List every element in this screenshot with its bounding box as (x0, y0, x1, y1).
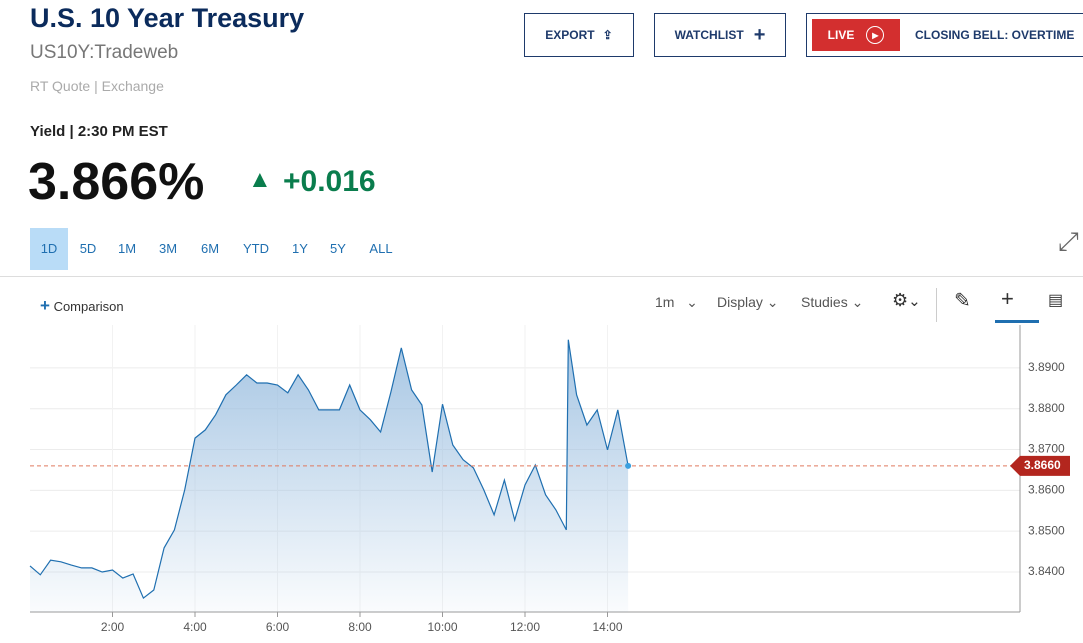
range-option[interactable]: 1D (30, 228, 68, 270)
display[interactable]: Display ⌄ (717, 294, 779, 310)
label: Display (717, 294, 763, 310)
live-badge: LIVE ▶ (812, 19, 900, 51)
change: +0.016 (283, 165, 376, 198)
icon: ▶ (866, 26, 885, 44)
range-option[interactable]: 5Y (330, 241, 346, 256)
range-option[interactable]: 1M (117, 241, 137, 256)
separator (936, 288, 937, 322)
quote-label: Yield | 2:30 PM EST (30, 123, 168, 140)
label: Studies (801, 294, 848, 310)
y-tick-label: 3.8900 (1028, 360, 1065, 374)
annotate-tool[interactable]: ▤ (1048, 292, 1064, 309)
current-badge (1010, 455, 1070, 476)
title: U.S. 10 Year Treasury (30, 3, 305, 33)
divider (0, 276, 1083, 277)
x-tick-label: 10:00 (427, 620, 457, 634)
settings[interactable]: ⚙⌄ (892, 290, 921, 310)
studies[interactable]: Studies ⌄ (801, 294, 864, 310)
label: 1m (655, 294, 675, 310)
comparison[interactable]: + Comparison (40, 296, 124, 315)
y-tick-label: 3.8700 (1028, 442, 1065, 456)
x-tick-label: 8:00 (348, 620, 372, 634)
y-tick-label: 3.8600 (1028, 483, 1065, 497)
label: WATCHLIST (674, 28, 744, 42)
icon: + (753, 23, 766, 46)
range-option[interactable]: 6M (200, 241, 220, 256)
current-label: 3.8660 (1024, 458, 1061, 472)
draw-tool[interactable]: ✎ (954, 290, 971, 312)
x-tick-label: 6:00 (266, 620, 290, 634)
arrow: ▲ (248, 166, 272, 193)
label: Comparison (53, 299, 124, 314)
expand[interactable]: ⤢ (1058, 226, 1079, 256)
active-indicator (995, 320, 1039, 323)
x-tick-label: 12:00 (510, 620, 540, 634)
last-point (625, 462, 632, 469)
y-tick-label: 3.8400 (1028, 564, 1065, 578)
range-option[interactable]: 5D (79, 241, 97, 256)
label: LIVE (827, 28, 855, 42)
label: EXPORT (545, 28, 595, 42)
crosshair-tool[interactable]: + (1001, 286, 1014, 311)
range-option[interactable]: 3M (158, 241, 178, 256)
range-option[interactable]: YTD (243, 241, 269, 256)
y-tick-label: 3.8800 (1028, 401, 1065, 415)
x-tick-label: 2:00 (101, 620, 125, 634)
x-tick-label: 14:00 (592, 620, 622, 634)
range-option[interactable]: 1Y (292, 241, 308, 256)
source: RT Quote | Exchange (30, 78, 164, 94)
watchlist-button[interactable]: WATCHLIST + (654, 13, 786, 57)
price: 3.866% (28, 153, 205, 211)
range-option[interactable]: ALL (369, 241, 393, 256)
y-tick-label: 3.8500 (1028, 523, 1065, 537)
icon: ⇪ (602, 28, 613, 42)
area (30, 339, 629, 612)
label: CLOSING BELL: OVERTIME (915, 28, 1075, 42)
live-button[interactable]: LIVE ▶ CLOSING BELL: OVERTIME (806, 13, 1083, 57)
export-button[interactable]: EXPORT ⇪ (524, 13, 634, 57)
interval[interactable]: 1m ⌄ (655, 294, 698, 310)
line (29, 339, 629, 600)
symbol: US10Y:Tradeweb (30, 42, 179, 63)
x-tick-label: 4:00 (183, 620, 207, 634)
